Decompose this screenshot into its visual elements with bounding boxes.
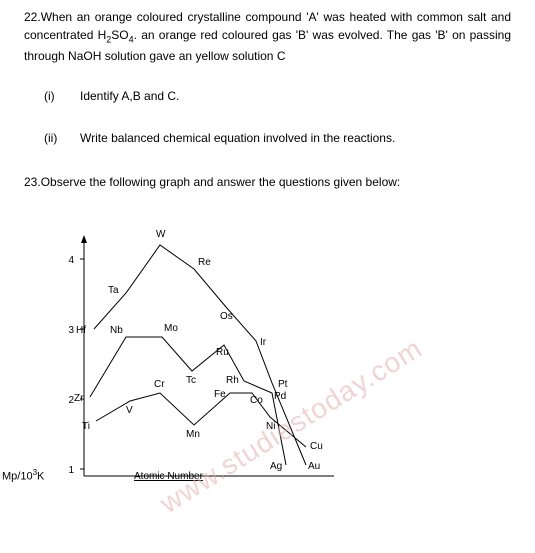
q22-part-i: (i) Identify A,B and C. — [24, 89, 511, 103]
svg-text:Fe: Fe — [214, 389, 226, 400]
svg-text:1: 1 — [68, 465, 74, 476]
svg-text:Ta: Ta — [108, 285, 119, 296]
question-23: 23.Observe the following graph and answe… — [24, 173, 511, 481]
q23-text: Observe the following graph and answer t… — [41, 175, 401, 189]
svg-text:Ir: Ir — [260, 337, 267, 348]
svg-text:Ru: Ru — [216, 347, 229, 358]
q22-part-i-text: Identify A,B and C. — [80, 89, 511, 103]
svg-text:Hf: Hf — [76, 325, 86, 336]
svg-text:V: V — [126, 405, 133, 416]
svg-text:Tc: Tc — [186, 375, 196, 386]
svg-text:Mo: Mo — [164, 323, 178, 334]
svg-text:Co: Co — [250, 395, 263, 406]
svg-text:Os: Os — [220, 311, 233, 322]
y-axis-label: Mp/103K — [2, 468, 44, 483]
svg-text:W: W — [156, 229, 166, 240]
melting-point-graph: 1234Atomic NumberHfTaWReOsIrPtAuZrNbMoTc… — [34, 221, 364, 481]
q22-part-i-label: (i) — [24, 89, 80, 103]
svg-text:Au: Au — [308, 461, 320, 472]
ylab-0: Mp/10 — [2, 471, 33, 483]
svg-text:Mn: Mn — [186, 429, 200, 440]
question-23-text: 23.Observe the following graph and answe… — [24, 173, 511, 191]
svg-text:Ni: Ni — [266, 421, 275, 432]
q22-part-ii-label: (ii) — [24, 131, 80, 145]
svg-text:Atomic Number: Atomic Number — [134, 471, 204, 481]
graph-svg: 1234Atomic NumberHfTaWReOsIrPtAuZrNbMoTc… — [34, 221, 364, 481]
svg-text:Ag: Ag — [270, 461, 282, 472]
svg-text:Cu: Cu — [310, 441, 323, 452]
svg-text:3: 3 — [68, 325, 74, 336]
svg-text:Re: Re — [198, 257, 211, 268]
svg-text:Zr: Zr — [74, 393, 84, 404]
q22-subparts: (i) Identify A,B and C. (ii) Write balan… — [24, 89, 511, 145]
q22-part-ii-text: Write balanced chemical equation involve… — [80, 131, 511, 145]
svg-text:4: 4 — [68, 255, 74, 266]
question-22: 22.When an orange coloured crystalline c… — [24, 8, 511, 145]
ylab-2: K — [37, 471, 44, 483]
q22-number: 22. — [24, 10, 41, 24]
svg-text:Pd: Pd — [274, 391, 286, 402]
q22-t1: SO — [111, 28, 128, 42]
q22-part-ii: (ii) Write balanced chemical equation in… — [24, 131, 511, 145]
svg-text:Cr: Cr — [154, 379, 165, 390]
svg-text:Rh: Rh — [226, 375, 239, 386]
svg-text:Nb: Nb — [110, 325, 123, 336]
svg-text:Ti: Ti — [82, 421, 90, 432]
question-22-text: 22.When an orange coloured crystalline c… — [24, 8, 511, 65]
q23-number: 23. — [24, 175, 41, 189]
svg-text:Pt: Pt — [278, 379, 288, 390]
